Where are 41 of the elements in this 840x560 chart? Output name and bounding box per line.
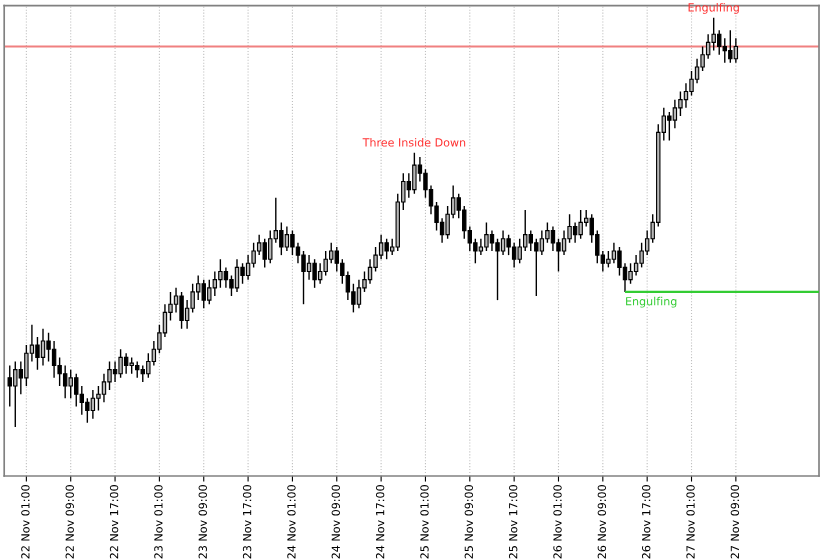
candlestick: [628, 262, 633, 285]
candlestick: [179, 291, 184, 330]
candlestick: [118, 348, 123, 379]
candlestick: [229, 274, 234, 297]
candlestick: [356, 278, 362, 309]
candlestick: [207, 278, 212, 305]
candlestick: [284, 225, 290, 252]
candlestick: [173, 287, 179, 314]
candlestick: [90, 389, 96, 420]
candlestick: [240, 262, 245, 285]
candlestick: [218, 258, 223, 289]
candlestick: [412, 152, 417, 195]
candlestick: [312, 258, 317, 289]
candlestick: [13, 360, 18, 428]
candlestick: [306, 254, 312, 281]
candlestick: [484, 221, 489, 252]
candlestick: [123, 352, 129, 375]
candlestick: [711, 17, 716, 52]
candlestick: [323, 250, 328, 277]
candlestick: [572, 221, 578, 244]
candlestick: [40, 328, 46, 367]
candlestick: [18, 360, 24, 395]
candlestick: [406, 172, 412, 199]
candlestick: [301, 250, 306, 305]
candlestick: [578, 209, 583, 240]
candlestick: [495, 238, 500, 301]
candlestick: [112, 360, 118, 383]
candlestick: [7, 364, 12, 408]
candlestick: [223, 266, 229, 289]
candlestick: [534, 238, 539, 297]
candlestick: [728, 29, 733, 64]
candlestick: [722, 37, 727, 64]
candlestick: [262, 238, 267, 269]
candlestick: [74, 373, 79, 408]
candlestick: [384, 238, 389, 260]
candlestick: [511, 242, 517, 269]
candlestick: [201, 278, 206, 309]
candlestick: [290, 229, 295, 256]
candlestick: [611, 242, 617, 264]
candlestick: [62, 364, 68, 399]
candlestick: [667, 111, 672, 142]
